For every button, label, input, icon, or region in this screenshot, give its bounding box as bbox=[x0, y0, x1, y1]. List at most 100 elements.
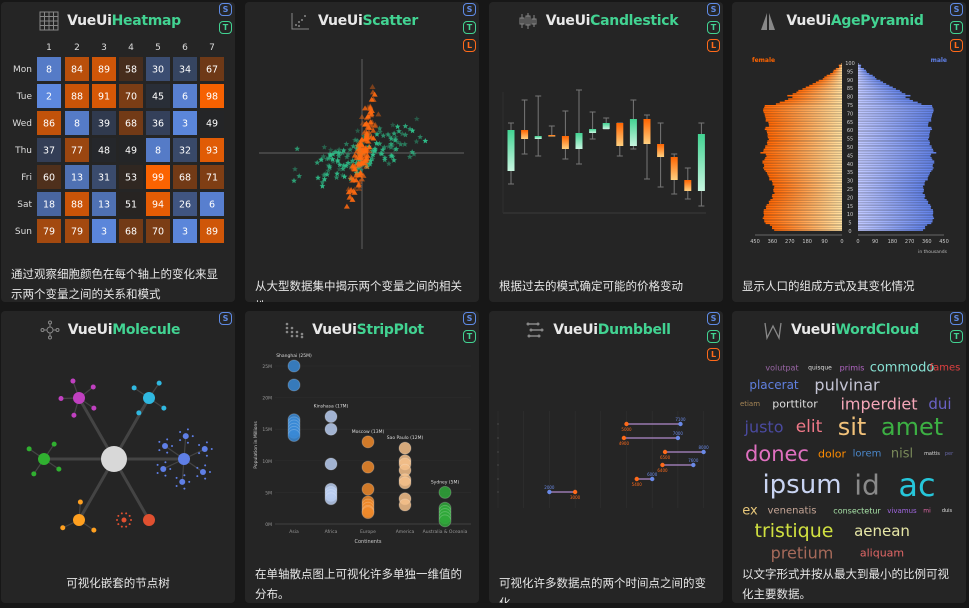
end-label: 7100 bbox=[675, 417, 686, 422]
card-title[interactable]: VueUiMolecule bbox=[1, 320, 219, 340]
heatmap-cell bbox=[173, 138, 197, 162]
female-bar bbox=[766, 172, 842, 174]
male-bar bbox=[858, 219, 933, 221]
male-bar bbox=[858, 94, 911, 97]
badge-t[interactable]: T bbox=[950, 21, 963, 34]
scatter-point-triangle bbox=[363, 136, 370, 142]
card-description: 从大型数据集中揭示两个变量之间的相关性 bbox=[255, 279, 462, 302]
strip-point bbox=[361, 460, 375, 474]
female-bar bbox=[764, 219, 842, 221]
card-title[interactable]: VueUiAgePyramid bbox=[732, 11, 950, 31]
female-bar bbox=[764, 105, 842, 107]
chart-card-dumbbell[interactable]: 5000 7100 4900 7000 6500 8000 6400 7600 5400 6000… bbox=[489, 311, 723, 603]
badge-s[interactable]: S bbox=[463, 3, 476, 16]
candle-body bbox=[589, 129, 597, 133]
dumbbell-start bbox=[634, 476, 639, 482]
badge-s[interactable]: S bbox=[707, 312, 720, 325]
cell-value: 13 bbox=[71, 173, 83, 184]
badge-t[interactable]: T bbox=[707, 21, 720, 34]
female-bar bbox=[792, 96, 842, 99]
badge-l[interactable]: L bbox=[463, 39, 476, 52]
badge-l[interactable]: L bbox=[707, 39, 720, 52]
age-tick: 100 bbox=[845, 61, 855, 67]
scatter-point-triangle bbox=[348, 186, 355, 192]
card-title[interactable]: VueUiWordCloud bbox=[732, 320, 950, 340]
male-bar bbox=[858, 157, 932, 159]
word: mi bbox=[923, 508, 931, 515]
scatter-point-star bbox=[387, 134, 393, 140]
molecule-leaf-node bbox=[58, 396, 64, 402]
card-title[interactable]: VueUiDumbbell bbox=[489, 320, 707, 340]
male-bar bbox=[858, 106, 933, 109]
chart-card-agepyramid[interactable]: 0 5 10 15 20 25 30 35 40 45 50 55 60 65 70 75 80 85 90 95 10… bbox=[732, 2, 966, 302]
candle-body bbox=[548, 135, 556, 137]
scatter-point-star bbox=[385, 143, 392, 149]
scatter-point-triangle bbox=[351, 152, 358, 158]
male-bar bbox=[858, 227, 926, 230]
chart-card-heatmap[interactable]: 1 2 3 4 5 6 7 Mon 8 84 89 58 30 34 67 Tue 2 88 91 70 45 6 98 We… bbox=[1, 2, 235, 302]
scatter-point-star bbox=[388, 135, 395, 142]
chart-card-molecule[interactable]: VueUiMolecule S 可视化嵌套的节点树 bbox=[1, 311, 235, 603]
scatter-point-triangle bbox=[364, 155, 371, 161]
female-bar bbox=[833, 69, 842, 72]
male-bar bbox=[858, 118, 932, 120]
heatmap-cell bbox=[173, 219, 197, 243]
x-tick: 180 bbox=[802, 239, 812, 245]
badge-l[interactable]: L bbox=[950, 39, 963, 52]
chart-card-stripplot[interactable]: 0M 5M 10M 15M 20M 25M Population in Millions Co… bbox=[245, 311, 479, 603]
molecule-chart bbox=[26, 378, 213, 533]
candle-body bbox=[629, 119, 637, 146]
dumbbell-end bbox=[691, 462, 696, 468]
scatter-point-star bbox=[391, 157, 397, 163]
badge-s[interactable]: S bbox=[219, 312, 232, 325]
molecule-leaf-node bbox=[77, 499, 83, 505]
card-title[interactable]: VueUiHeatmap bbox=[1, 11, 219, 31]
scatter-point-triangle bbox=[356, 185, 363, 191]
cell-value: 18 bbox=[43, 200, 55, 211]
badge-t[interactable]: T bbox=[463, 330, 476, 343]
start-label: 4900 bbox=[619, 441, 630, 446]
card-title[interactable]: VueUiStripPlot bbox=[245, 320, 463, 340]
scatter-point-star bbox=[385, 131, 391, 137]
chart-card-scatter[interactable]: VueUiScatter STL 从大型数据集中揭示两个变量之间的相关性 bbox=[245, 2, 479, 302]
scatter-point-star bbox=[395, 139, 401, 145]
x-axis-label: Continents bbox=[354, 539, 381, 545]
scatter-point-triangle bbox=[367, 105, 374, 111]
badge-t[interactable]: T bbox=[219, 21, 232, 34]
badge-s[interactable]: S bbox=[219, 3, 232, 16]
badge-s[interactable]: S bbox=[950, 312, 963, 325]
badge-t[interactable]: T bbox=[950, 330, 963, 343]
scatter-point-star bbox=[322, 170, 329, 177]
scatter-point-star bbox=[352, 136, 359, 143]
scatter-point-star bbox=[294, 145, 300, 152]
badge-s[interactable]: S bbox=[707, 3, 720, 16]
female-bar bbox=[767, 173, 842, 176]
badge-t[interactable]: T bbox=[707, 330, 720, 343]
female-bar bbox=[765, 157, 842, 159]
y-tick: 15M bbox=[262, 427, 272, 433]
x-tick: 360 bbox=[768, 239, 778, 245]
badge-s[interactable]: S bbox=[950, 3, 963, 16]
category-label: Asia bbox=[289, 529, 299, 535]
female-bar bbox=[770, 199, 842, 201]
dumbbell-end bbox=[547, 489, 552, 495]
female-bar bbox=[775, 103, 842, 105]
male-bar bbox=[858, 81, 884, 83]
male-bar bbox=[858, 120, 932, 122]
female-bar bbox=[805, 86, 842, 89]
scatter-point-triangle bbox=[356, 151, 363, 157]
female-bar bbox=[764, 165, 842, 167]
column-label: 3 bbox=[101, 43, 107, 53]
male-bar bbox=[858, 64, 862, 67]
male-bar bbox=[858, 217, 935, 220]
word: porttitor bbox=[772, 398, 818, 411]
card-title[interactable]: VueUiCandlestick bbox=[489, 11, 707, 31]
badge-l[interactable]: L bbox=[707, 348, 720, 361]
badge-s[interactable]: S bbox=[463, 312, 476, 325]
card-title[interactable]: VueUiScatter bbox=[245, 11, 463, 31]
chart-card-wordcloud[interactable]: ipsum id ac donec amet sit imperdiet pulvinar co… bbox=[732, 311, 966, 603]
female-bar bbox=[830, 73, 842, 75]
badge-t[interactable]: T bbox=[463, 21, 476, 34]
